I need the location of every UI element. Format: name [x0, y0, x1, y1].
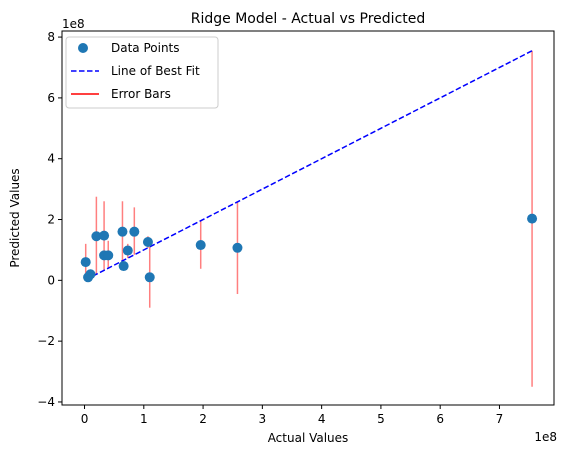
- y-tick-label: −2: [37, 334, 55, 348]
- y-tick-label: 6: [47, 91, 55, 105]
- x-tick-label: 7: [496, 412, 504, 426]
- data-point: [527, 213, 538, 224]
- data-point: [122, 245, 133, 256]
- plot-area: [80, 50, 538, 387]
- x-tick-label: 5: [377, 412, 385, 426]
- y-tick-label: 0: [47, 273, 55, 287]
- data-point: [118, 261, 129, 272]
- data-point: [80, 257, 91, 268]
- data-point: [91, 231, 102, 242]
- y-scale-label: 1e8: [62, 17, 85, 31]
- data-point: [195, 240, 206, 251]
- legend-label-error-bars: Error Bars: [111, 87, 171, 101]
- y-tick-label: 4: [47, 152, 55, 166]
- data-point: [103, 250, 114, 261]
- plot-frame: [61, 30, 555, 406]
- data-point: [99, 230, 110, 241]
- legend-label-best-fit: Line of Best Fit: [111, 64, 200, 78]
- chart-title: Ridge Model - Actual vs Predicted: [191, 11, 426, 27]
- legend-box: [65, 36, 219, 109]
- axis-ticks: 0 1 2 3 4 5 6 7 −4 −2 0 2 4 6 8: [37, 30, 503, 426]
- y-tick-label: 8: [47, 30, 55, 44]
- y-axis-title: Predicted Values: [8, 168, 22, 267]
- y-tick-label: −4: [37, 395, 55, 409]
- data-point: [85, 269, 96, 280]
- x-axis-title: Actual Values: [268, 431, 349, 445]
- data-point: [142, 237, 153, 248]
- x-tick-label: 1: [140, 412, 148, 426]
- x-tick-label: 2: [199, 412, 207, 426]
- x-tick-label: 6: [436, 412, 444, 426]
- x-tick-label: 4: [318, 412, 326, 426]
- x-tick-label: 0: [81, 412, 89, 426]
- best-fit-line: [85, 50, 533, 281]
- legend-marker-data-points: [78, 43, 88, 53]
- x-scale-label: 1e8: [534, 430, 557, 444]
- data-point: [129, 226, 140, 237]
- data-point: [144, 272, 155, 283]
- data-point: [117, 226, 128, 237]
- legend: Data Points Line of Best Fit Error Bars: [65, 36, 219, 109]
- data-point: [232, 242, 243, 253]
- legend-label-data-points: Data Points: [111, 41, 180, 55]
- x-tick-label: 3: [259, 412, 267, 426]
- y-tick-label: 2: [47, 213, 55, 227]
